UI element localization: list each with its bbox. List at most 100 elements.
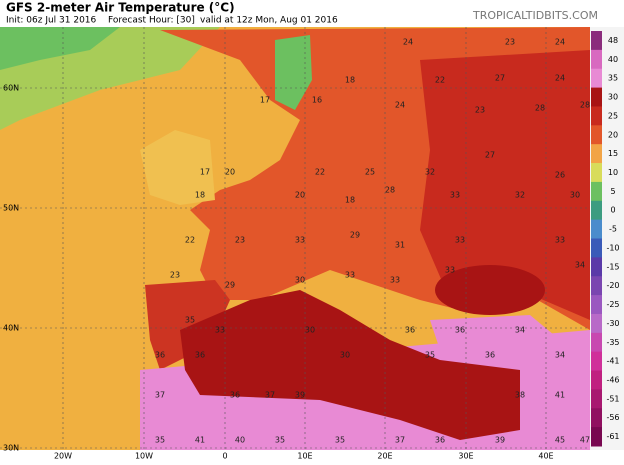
- station-value: 22: [185, 236, 195, 245]
- station-value: 33: [390, 276, 400, 285]
- colorbar-label: 48: [608, 36, 618, 45]
- station-value: 16: [312, 96, 322, 105]
- lat-label: 50N: [3, 204, 19, 213]
- lat-label: 40N: [3, 324, 19, 333]
- colorbar-label: -10: [606, 243, 619, 252]
- lon-label: 10E: [297, 452, 312, 461]
- colorbar-swatch: [591, 106, 602, 126]
- station-value: 17: [200, 168, 210, 177]
- station-value: 18: [345, 76, 355, 85]
- colorbar: 48 40 35 30 25 20 15 10 5 0 -5 -10 -15 -20 -25 -30 -35 -4…: [591, 31, 620, 447]
- station-value: 39: [495, 436, 505, 445]
- colorbar-label: 40: [608, 55, 618, 64]
- colorbar-label: -41: [606, 357, 619, 366]
- station-value: 36: [155, 351, 165, 360]
- station-value: 36: [195, 351, 205, 360]
- station-value: 20: [225, 168, 235, 177]
- colorbar-swatch: [591, 238, 602, 258]
- station-value: 28: [535, 104, 545, 113]
- station-value: 24: [555, 38, 565, 47]
- lat-label: 60N: [3, 84, 19, 93]
- colorbar-swatch: [591, 31, 602, 51]
- lon-label: 20E: [377, 452, 392, 461]
- station-value: 35: [155, 436, 165, 445]
- graticule: 60N 50N 40N 30N 20W 10W 0 10E 20E 30E 40E: [0, 27, 590, 461]
- colorbar-label: -25: [606, 300, 619, 309]
- lon-label: 30E: [458, 452, 473, 461]
- colorbar-label: -20: [606, 281, 619, 290]
- colorbar-label: -46: [606, 375, 619, 384]
- station-value: 35: [335, 436, 345, 445]
- station-value: 36: [230, 391, 240, 400]
- colorbar-swatch: [591, 181, 602, 202]
- station-value: 28: [580, 101, 590, 110]
- britain: [140, 130, 215, 205]
- colorbar-label: 5: [610, 187, 615, 196]
- lon-label: 20W: [54, 452, 72, 461]
- init: Init: 06z Jul 31 2016: [6, 16, 97, 26]
- station-value: 33: [555, 236, 565, 245]
- colorbar-swatch: [591, 200, 602, 221]
- station-value: 30: [295, 276, 305, 285]
- lon-label: 40E: [538, 452, 553, 461]
- station-value: 18: [195, 191, 205, 200]
- station-value: 26: [555, 171, 565, 180]
- station-value: 47: [580, 436, 590, 445]
- station-value: 24: [555, 74, 565, 83]
- valid: valid at 12z Mon, Aug 01 2016: [200, 16, 338, 26]
- colorbar-swatch: [591, 163, 602, 183]
- east-europe: [420, 50, 590, 320]
- colorbar-swatch: [591, 49, 602, 70]
- station-value: 38: [515, 391, 525, 400]
- colorbar-swatch: [591, 351, 602, 372]
- lat-label: 30N: [3, 444, 19, 453]
- station-value: 23: [475, 106, 485, 115]
- station-value: 23: [505, 38, 515, 47]
- colorbar-swatch: [591, 219, 602, 239]
- colorbar-swatch: [591, 370, 602, 390]
- scandinavia-cool: [275, 35, 312, 110]
- station-value: 40: [235, 436, 245, 445]
- black-sea: [435, 265, 545, 315]
- station-value: 18: [345, 196, 355, 205]
- colorbar-swatch: [591, 257, 602, 277]
- colorbar-label: -35: [606, 338, 619, 347]
- colorbar-label: 10: [608, 168, 618, 177]
- station-value: 31: [395, 241, 405, 250]
- station-value: 35: [275, 436, 285, 445]
- station-value: 33: [295, 236, 305, 245]
- station-value: 36: [485, 351, 495, 360]
- station-value: 29: [350, 231, 360, 240]
- station-value: 32: [425, 168, 435, 177]
- station-value: 17: [260, 96, 270, 105]
- colorbar-label: -15: [606, 262, 619, 271]
- colorbar-label: 35: [608, 74, 618, 83]
- forecast: Forecast Hour: [30]: [108, 16, 195, 26]
- station-value: 28: [385, 186, 395, 195]
- colorbar-label: 20: [608, 130, 618, 139]
- station-value: 36: [405, 326, 415, 335]
- colorbar-label: 30: [608, 93, 618, 102]
- cold-ocean: [0, 27, 120, 70]
- turkey: [430, 315, 560, 350]
- colorbar-swatch: [591, 276, 602, 296]
- station-value: 41: [555, 391, 565, 400]
- colorbar-swatch: [591, 427, 602, 447]
- station-value: 24: [395, 101, 405, 110]
- station-value: 37: [395, 436, 405, 445]
- colorbar-label: -56: [606, 413, 619, 422]
- colorbar-label: -30: [606, 319, 619, 328]
- station-value: 35: [425, 351, 435, 360]
- station-value: 34: [555, 351, 565, 360]
- station-value: 30: [305, 326, 315, 335]
- station-value: 37: [155, 391, 165, 400]
- colorbar-label: -51: [606, 394, 619, 403]
- station-value: 37: [265, 391, 275, 400]
- station-value: 35: [185, 316, 195, 325]
- station-value: 33: [215, 326, 225, 335]
- lon-label: 10W: [135, 452, 153, 461]
- colorbar-swatch: [591, 295, 602, 315]
- colorbar-swatch: [591, 68, 602, 89]
- station-values: 24 23 24 18 22 27 24 28 17 16 24 23 28 17 20 22 25 32 27 26…: [155, 38, 590, 445]
